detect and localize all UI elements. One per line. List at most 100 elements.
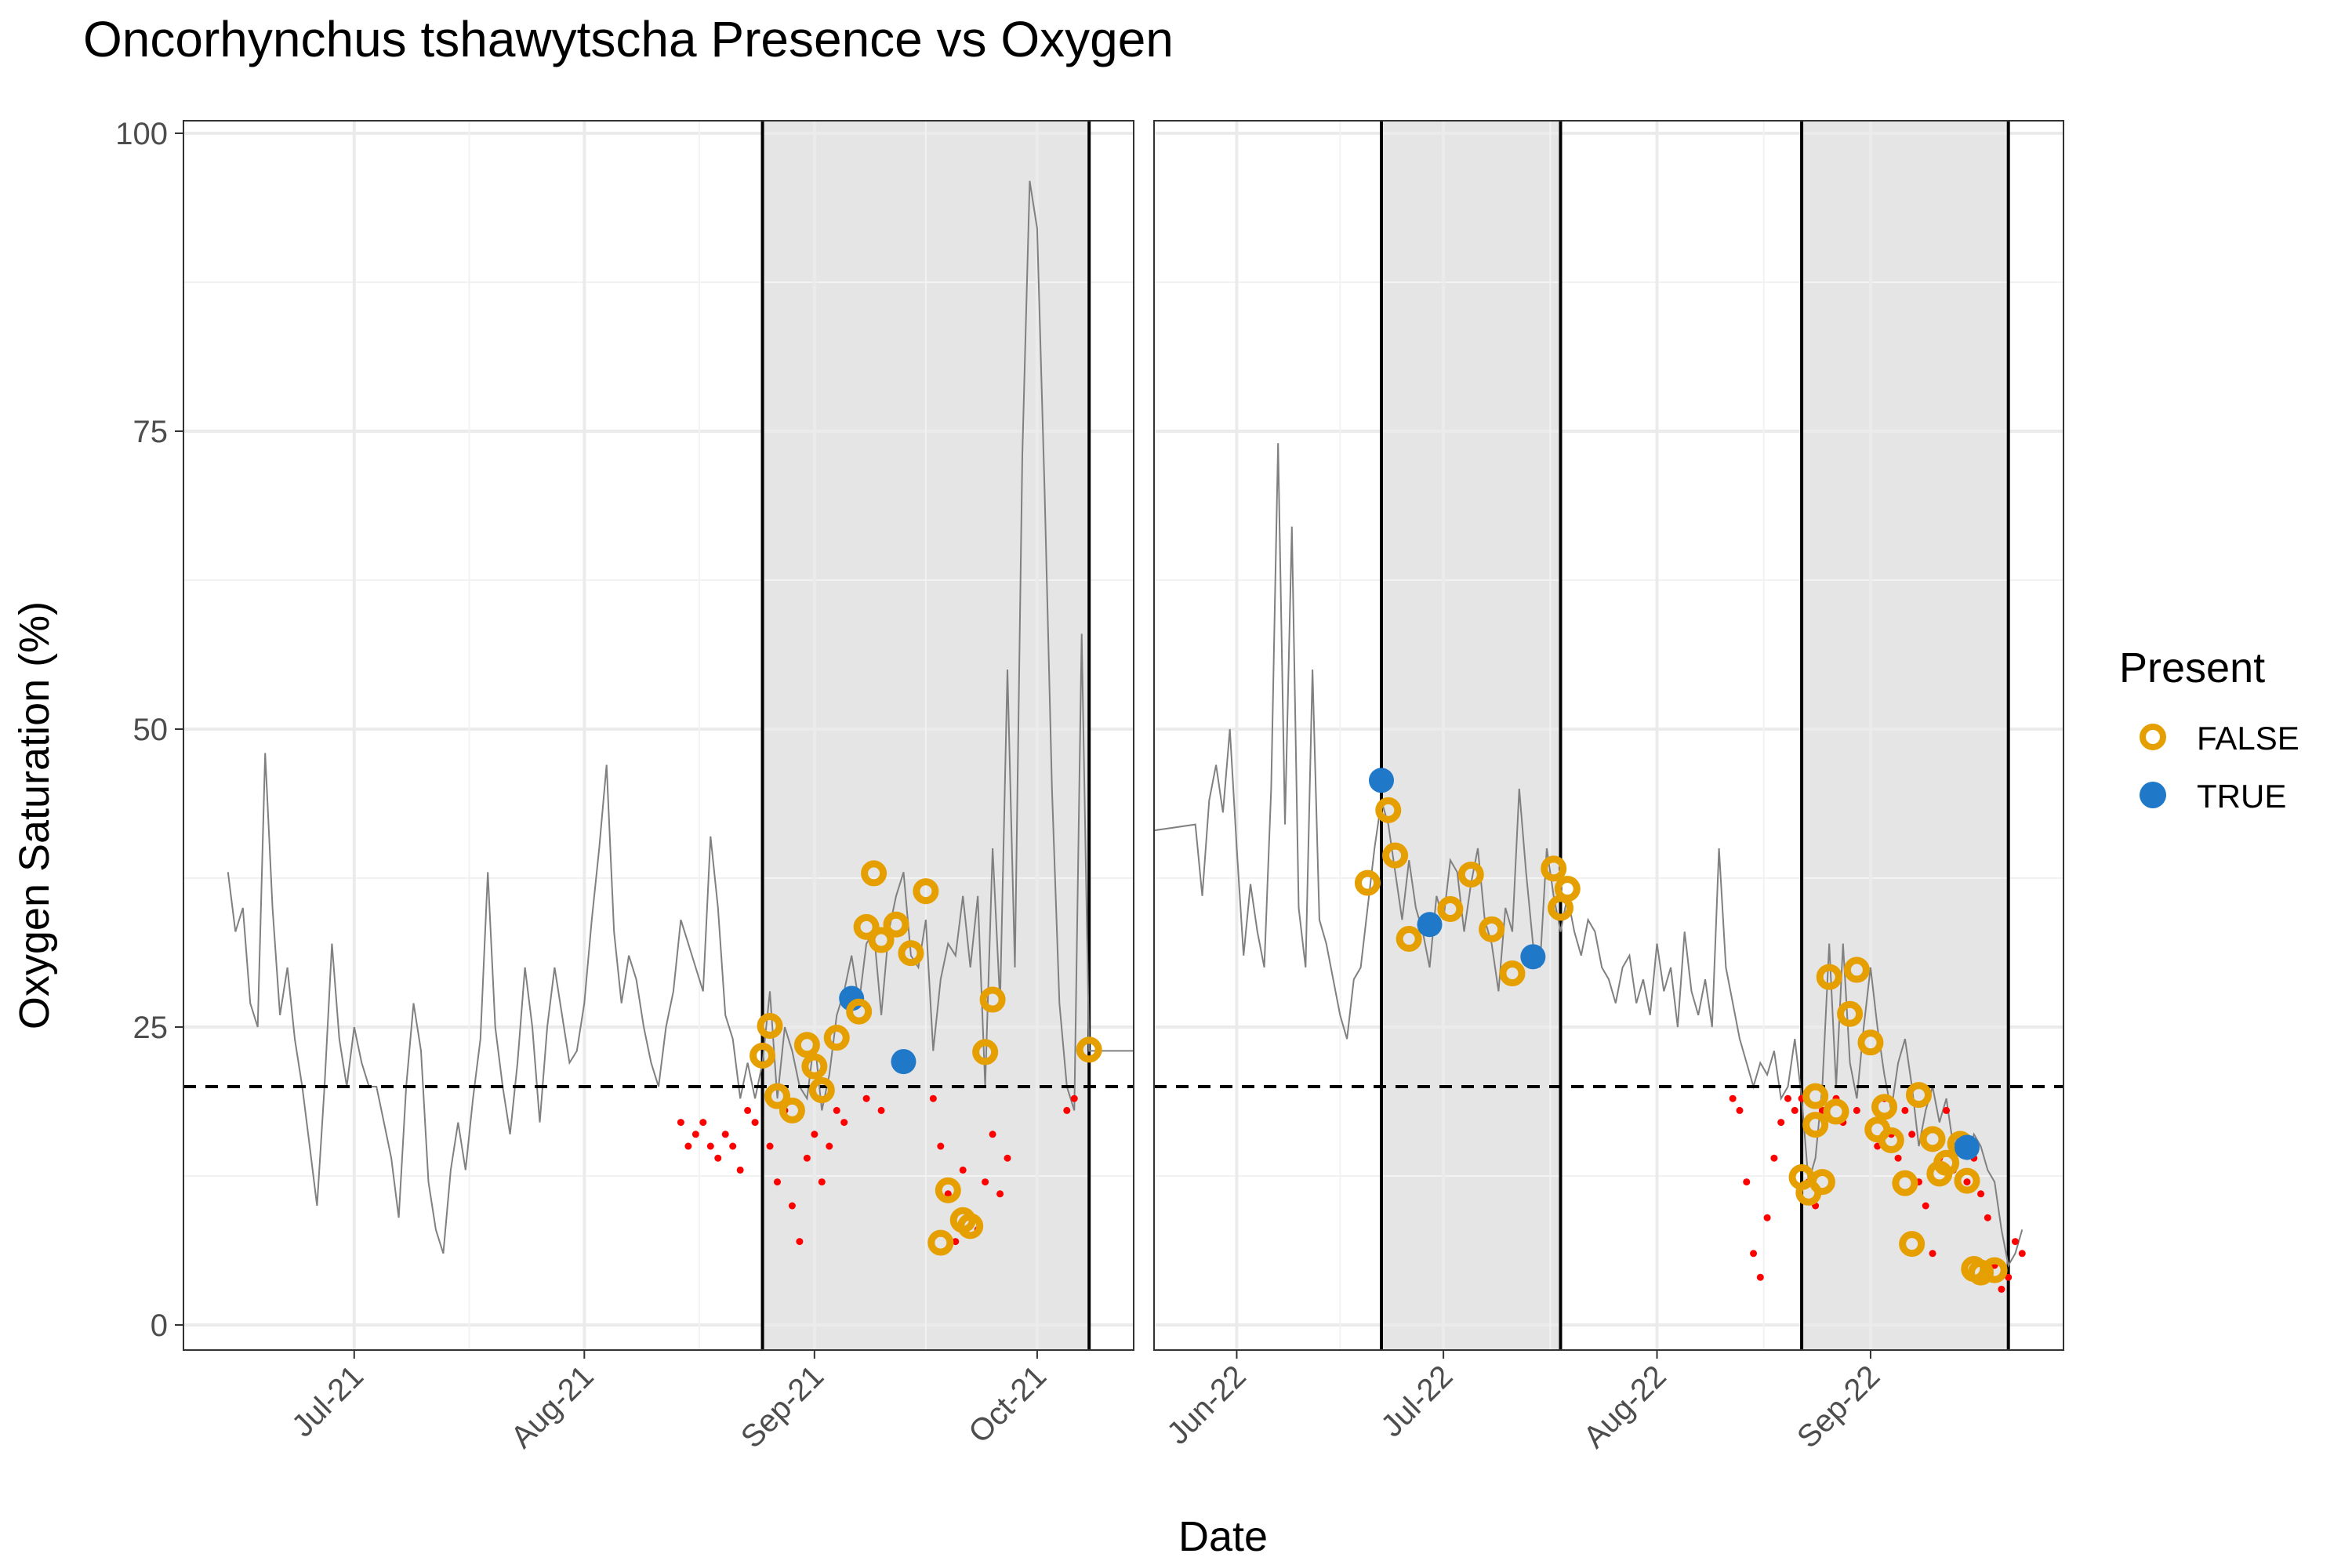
low-oxygen-point xyxy=(1070,1094,1078,1102)
panel-border xyxy=(1153,120,2064,1351)
detection-point-false xyxy=(1554,876,1581,902)
y-axis-title: Oxygen Saturation (%) xyxy=(11,601,58,1029)
low-oxygen-point xyxy=(1943,1106,1951,1114)
low-oxygen-point xyxy=(929,1094,937,1102)
low-oxygen-point xyxy=(2018,1250,2026,1258)
detection-point-false xyxy=(1802,1112,1829,1138)
detection-point-false xyxy=(1905,1082,1932,1109)
legend-key-false xyxy=(2140,724,2166,750)
low-oxygen-point xyxy=(1998,1285,2005,1293)
low-oxygen-point xyxy=(877,1106,885,1114)
shaded-period xyxy=(1802,121,2009,1350)
detection-point-false xyxy=(1981,1257,2008,1283)
detection-point-false xyxy=(1816,964,1842,990)
legend-key-true xyxy=(2140,782,2166,808)
low-oxygen-point xyxy=(744,1106,752,1114)
low-oxygen-point xyxy=(721,1131,729,1138)
low-oxygen-point xyxy=(937,1142,945,1150)
detection-point-false xyxy=(1933,1149,1960,1176)
detection-point-false xyxy=(1809,1169,1835,1196)
oxygen-line xyxy=(227,180,1134,1254)
low-oxygen-point xyxy=(862,1094,870,1102)
detection-point-false xyxy=(1499,960,1526,987)
detection-point-false xyxy=(1878,1127,1904,1153)
low-oxygen-point xyxy=(811,1131,818,1138)
low-oxygen-point xyxy=(1743,1178,1751,1186)
detection-point-true xyxy=(1417,912,1443,938)
low-oxygen-point xyxy=(1901,1106,1909,1114)
panel-2022: Jun-22 Jul-22 Aug-22 Sep-22 xyxy=(1153,120,2064,1455)
low-oxygen-point xyxy=(1770,1154,1778,1162)
legend: Present FALSE TRUE xyxy=(2119,644,2299,815)
low-oxygen-point xyxy=(840,1119,848,1127)
low-oxygen-point xyxy=(1922,1202,1929,1210)
low-oxygen-point xyxy=(833,1106,840,1114)
low-oxygen-point xyxy=(2005,1273,2013,1281)
low-oxygen-point xyxy=(677,1119,684,1127)
detection-point-true xyxy=(1954,1134,1980,1160)
detection-point-false xyxy=(883,911,909,938)
chart-title: Oncorhynchus tshawytscha Presence vs Oxy… xyxy=(83,11,1174,67)
detection-point-false xyxy=(846,998,873,1025)
low-oxygen-point xyxy=(1063,1106,1071,1114)
low-oxygen-point xyxy=(1729,1094,1737,1102)
low-oxygen-point xyxy=(684,1142,692,1150)
detection-point-false xyxy=(1899,1231,1926,1258)
low-oxygen-point xyxy=(751,1119,759,1127)
y-axis-ticks: 0 25 50 75 100 xyxy=(115,117,183,1343)
legend-title: Present xyxy=(2119,644,2265,691)
low-oxygen-point xyxy=(1004,1154,1011,1162)
detection-point-false xyxy=(1843,956,1870,983)
detection-point-false xyxy=(1375,797,1402,823)
detection-point-false xyxy=(1857,1029,1884,1056)
low-oxygen-point xyxy=(699,1119,707,1127)
detection-point-false xyxy=(927,1229,954,1256)
detection-point-false xyxy=(1837,1000,1864,1027)
detection-point-false xyxy=(861,860,887,887)
detection-point-false xyxy=(1802,1083,1829,1109)
detection-point-false xyxy=(935,1177,961,1203)
detection-point-true xyxy=(891,1049,916,1075)
low-oxygen-point xyxy=(803,1154,811,1162)
low-oxygen-point xyxy=(1963,1178,1971,1186)
low-oxygen-point xyxy=(796,1238,804,1246)
detection-point-false xyxy=(1354,869,1381,896)
y-tick-label: 0 xyxy=(151,1308,168,1343)
low-oxygen-point xyxy=(1736,1106,1744,1114)
low-oxygen-point xyxy=(1977,1190,1985,1198)
detection-point-false xyxy=(757,1012,783,1039)
low-oxygen-point xyxy=(774,1178,781,1186)
low-oxygen-point xyxy=(959,1166,967,1174)
low-oxygen-point xyxy=(944,1190,952,1198)
detection-point-false xyxy=(779,1097,805,1123)
detection-point-false xyxy=(979,986,1006,1013)
low-oxygen-point xyxy=(989,1131,996,1138)
low-oxygen-point xyxy=(1750,1250,1758,1258)
low-oxygen-point xyxy=(1853,1106,1860,1114)
detection-point-false xyxy=(1823,1098,1849,1125)
detection-point-false xyxy=(1892,1170,1918,1196)
low-oxygen-point xyxy=(1791,1106,1798,1114)
low-oxygen-point xyxy=(996,1190,1004,1198)
low-oxygen-point xyxy=(1763,1214,1771,1221)
low-oxygen-point xyxy=(1894,1154,1902,1162)
detection-point-false xyxy=(1968,1259,1994,1286)
y-tick-label: 50 xyxy=(133,713,169,747)
detection-point-false xyxy=(1076,1036,1102,1063)
low-oxygen-point xyxy=(766,1142,774,1150)
low-oxygen-point xyxy=(788,1202,796,1210)
detection-point-false xyxy=(1919,1126,1946,1152)
oxygen-line xyxy=(1153,443,2024,1268)
low-oxygen-point xyxy=(736,1166,744,1174)
detection-point-false xyxy=(1871,1094,1898,1120)
y-tick-label: 25 xyxy=(133,1011,169,1045)
detection-point-false xyxy=(823,1025,850,1051)
low-oxygen-point xyxy=(952,1238,960,1246)
low-oxygen-point xyxy=(826,1142,833,1150)
detection-point-false xyxy=(898,940,924,967)
detection-point-false xyxy=(808,1077,835,1104)
detection-point-false xyxy=(853,913,880,940)
low-oxygen-point xyxy=(818,1178,826,1186)
panel-2021: Jul-21 Aug-21 Sep-21 Oct-21 xyxy=(183,120,1134,1455)
y-tick-label: 100 xyxy=(115,117,168,151)
